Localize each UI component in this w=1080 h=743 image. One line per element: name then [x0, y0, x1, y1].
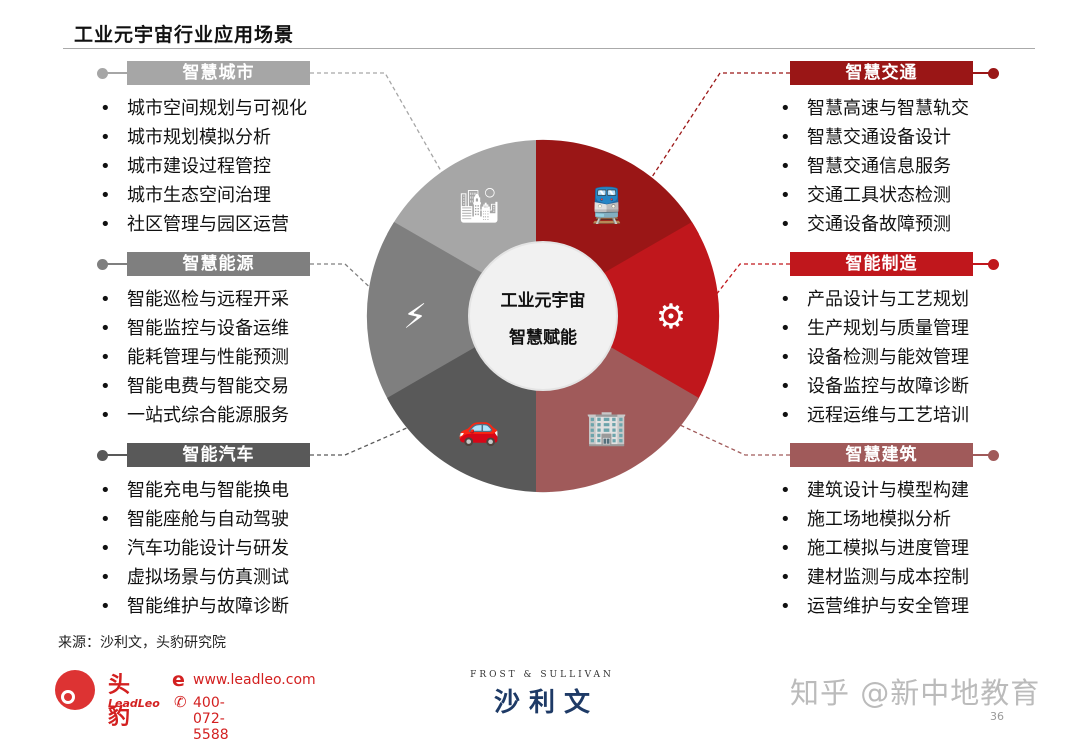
car-icon: 🚗 — [458, 408, 500, 448]
list-item: 运营维护与安全管理 — [780, 592, 969, 621]
list-item: 社区管理与园区运营 — [100, 210, 307, 239]
list-item: 城市空间规划与可视化 — [100, 94, 307, 123]
header-transport: 智慧交通 — [790, 61, 973, 85]
train-icon: 🚆 — [586, 186, 628, 226]
phone-icon: ✆ — [174, 693, 187, 711]
list-item: 交通设备故障预测 — [780, 210, 969, 239]
list-item: 智能座舱与自动驾驶 — [100, 505, 289, 534]
list-transport: 智慧高速与智慧轨交智慧交通设备设计智慧交通信息服务交通工具状态检测交通设备故障预… — [780, 94, 969, 239]
connector-energy — [310, 263, 379, 296]
header-city: 智慧城市 — [127, 61, 310, 85]
header-manufacturing: 智能制造 — [790, 252, 973, 276]
list-item: 城市规划模拟分析 — [100, 123, 307, 152]
header-line-car — [103, 454, 127, 456]
connector-manufacturing — [711, 263, 790, 301]
header-line-transport — [973, 72, 993, 74]
center-line2: 智慧赋能 — [509, 328, 577, 348]
leadleo-logo: 头豹 LeadLeo e www.leadleo.com ✆ 400-072-5… — [50, 665, 316, 743]
list-item: 交通工具状态检测 — [780, 181, 969, 210]
title-divider — [63, 48, 1035, 49]
building-icon: 🏢 — [586, 408, 628, 448]
header-energy: 智慧能源 — [127, 252, 310, 276]
list-item: 智能巡检与远程开采 — [100, 285, 289, 314]
list-building: 建筑设计与模型构建施工场地模拟分析施工模拟与进度管理建材监测与成本控制运营维护与… — [780, 476, 969, 621]
list-item: 施工场地模拟分析 — [780, 505, 969, 534]
page-number: 36 — [990, 710, 1004, 723]
list-item: 智能电费与智能交易 — [100, 372, 289, 401]
list-manufacturing: 产品设计与工艺规划生产规划与质量管理设备检测与能效管理设备监控与故障诊断远程运维… — [780, 285, 969, 430]
list-item: 能耗管理与性能预测 — [100, 343, 289, 372]
connector-transport — [649, 72, 790, 181]
list-item: 远程运维与工艺培训 — [780, 401, 969, 430]
list-city: 城市空间规划与可视化城市规划模拟分析城市建设过程管控城市生态空间治理社区管理与园… — [100, 94, 307, 239]
header-dot-energy — [97, 259, 108, 270]
center-line1: 工业元宇宙 — [500, 291, 586, 311]
city-buildings-icon: 🏙 — [457, 186, 500, 226]
list-item: 产品设计与工艺规划 — [780, 285, 969, 314]
header-building: 智慧建筑 — [790, 443, 973, 467]
watermark-text: 知乎 @新中地教育 — [790, 676, 1041, 710]
list-item: 智慧交通设备设计 — [780, 123, 969, 152]
list-item: 建材监测与成本控制 — [780, 563, 969, 592]
list-item: 智能充电与智能换电 — [100, 476, 289, 505]
list-item: 设备检测与能效管理 — [780, 343, 969, 372]
list-item: 设备监控与故障诊断 — [780, 372, 969, 401]
header-line-city — [103, 72, 127, 74]
header-line-manufacturing — [973, 263, 993, 265]
connector-city — [310, 72, 446, 179]
list-item: 虚拟场景与仿真测试 — [100, 563, 289, 592]
source-note: 来源：沙利文，头豹研究院 — [58, 635, 226, 651]
list-item: 智能监控与设备运维 — [100, 314, 289, 343]
list-item: 汽车功能设计与研发 — [100, 534, 289, 563]
robot-arm-assembly-icon: ⚙ — [656, 297, 686, 337]
list-item: 生产规划与质量管理 — [780, 314, 969, 343]
header-dot-manufacturing — [988, 259, 999, 270]
lightning-bolt-icon: ⚡ — [403, 297, 427, 337]
header-car: 智能汽车 — [127, 443, 310, 467]
connector-car — [310, 419, 426, 456]
header-dot-building — [988, 450, 999, 461]
header-line-building — [973, 454, 993, 456]
header-dot-transport — [988, 68, 999, 79]
leopard-logo-icon — [55, 670, 95, 710]
header-dot-car — [97, 450, 108, 461]
list-item: 智能维护与故障诊断 — [100, 592, 289, 621]
connector-building — [679, 424, 790, 456]
header-line-energy — [103, 263, 127, 265]
list-item: 建筑设计与模型构建 — [780, 476, 969, 505]
list-item: 一站式综合能源服务 — [100, 401, 289, 430]
list-item: 城市生态空间治理 — [100, 181, 307, 210]
header-dot-city — [97, 68, 108, 79]
list-item: 智慧交通信息服务 — [780, 152, 969, 181]
ie-icon: e — [172, 669, 185, 691]
list-item: 城市建设过程管控 — [100, 152, 307, 181]
frost-sullivan-logo: FROST & SULLIVAN 沙 利 文 — [470, 670, 614, 718]
list-car: 智能充电与智能换电智能座舱与自动驾驶汽车功能设计与研发虚拟场景与仿真测试智能维护… — [100, 476, 289, 621]
page-title: 工业元宇宙行业应用场景 — [74, 24, 295, 46]
list-energy: 智能巡检与远程开采智能监控与设备运维能耗管理与性能预测智能电费与智能交易一站式综… — [100, 285, 289, 430]
center-circle — [468, 241, 618, 391]
list-item: 智慧高速与智慧轨交 — [780, 94, 969, 123]
list-item: 施工模拟与进度管理 — [780, 534, 969, 563]
